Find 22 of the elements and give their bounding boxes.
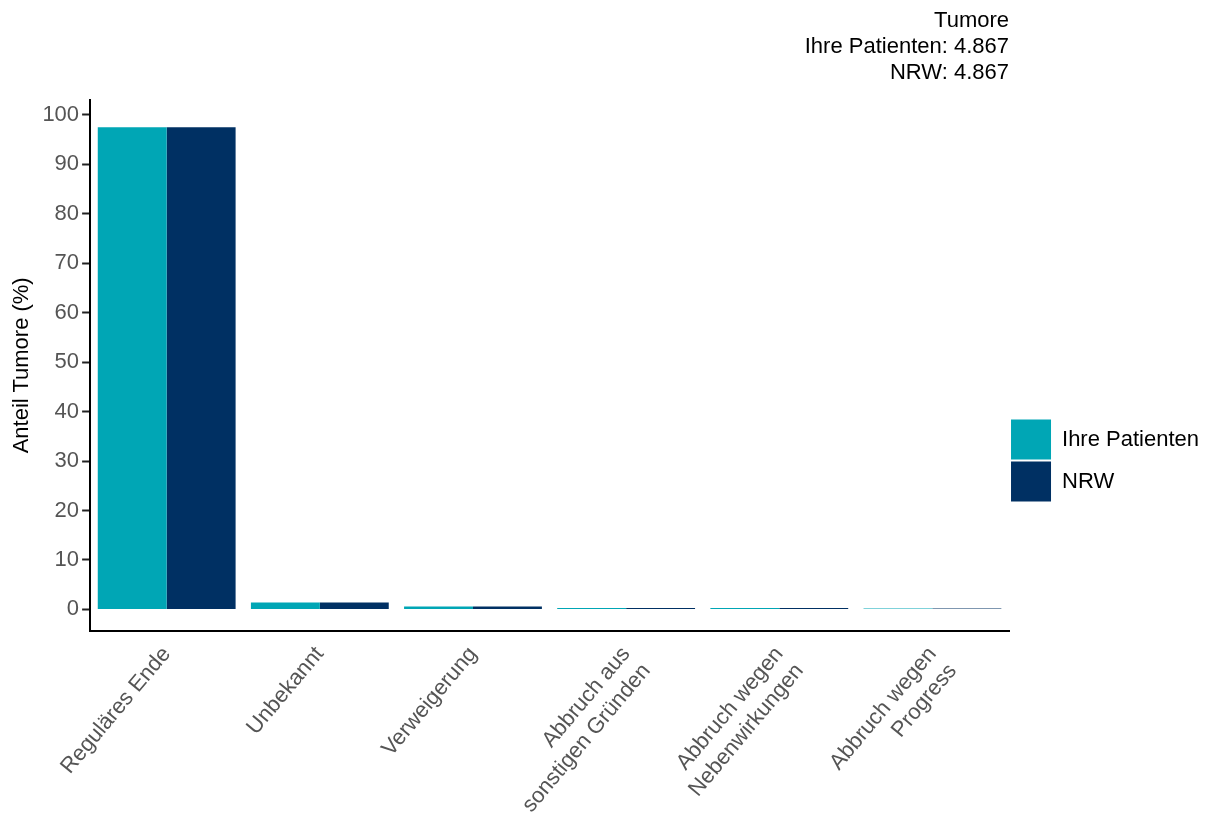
y-axis-title: Anteil Tumore (%) [8, 277, 34, 454]
y-tick-label: 10 [54, 545, 80, 571]
y-tick-label: 80 [54, 199, 80, 225]
y-tick-label: 100 [42, 100, 80, 126]
bar [404, 606, 473, 609]
y-tick-label: 70 [54, 249, 80, 275]
legend-label: Ihre Patienten [1062, 425, 1199, 451]
y-tick-label: 60 [54, 298, 80, 324]
y-tick-label: 90 [54, 150, 80, 176]
legend-label: NRW [1062, 467, 1115, 493]
chart-title: Tumore [934, 7, 1010, 33]
chart-subtitle: Ihre Patienten: 4.867 NRW: 4.867 [804, 33, 1010, 85]
bar [166, 127, 236, 609]
bar [250, 602, 320, 609]
y-tick-label: 40 [54, 397, 80, 423]
y-tick-label: 20 [54, 496, 80, 522]
bar [97, 127, 167, 609]
y-tick-label: 50 [54, 348, 80, 374]
y-tick-label: 30 [54, 447, 80, 473]
bar [319, 602, 389, 609]
y-tick-label: 0 [66, 595, 80, 621]
bar [472, 606, 542, 609]
